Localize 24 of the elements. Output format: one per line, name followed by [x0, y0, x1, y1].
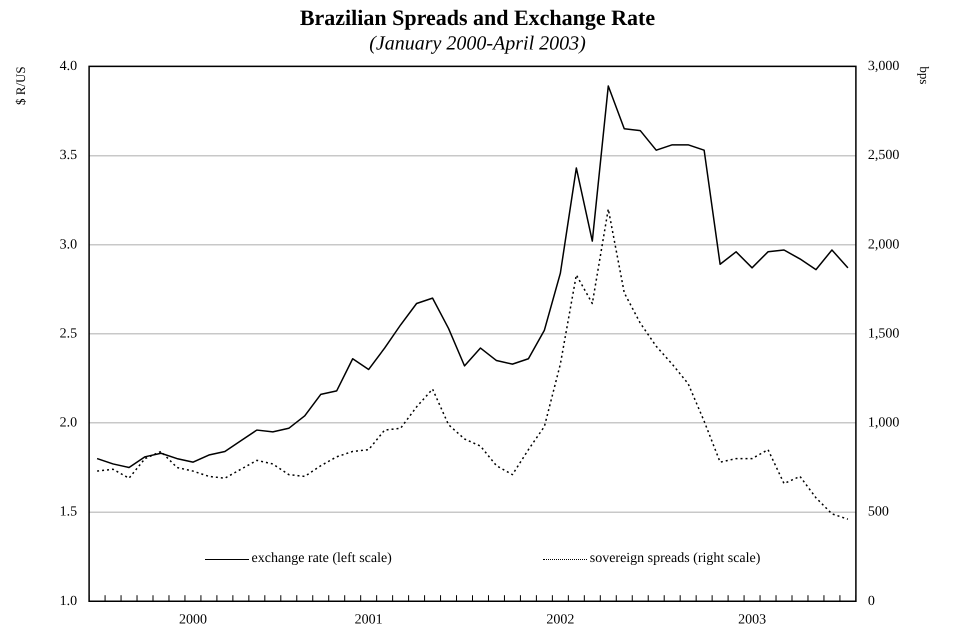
y-tick-label: 3.5 [60, 148, 78, 164]
legend-label: sovereign spreads (right scale) [590, 551, 760, 568]
chart-title: Brazilian Spreads and Exchange Rate [300, 4, 656, 30]
y-tick-label: 2.0 [60, 416, 78, 431]
chart-subtitle: (January 2000-April 2003) [369, 32, 586, 55]
y2-tick-label: 1,500 [868, 326, 900, 342]
y2-tick-label: 3,000 [868, 59, 900, 74]
y-tick-label: 1.0 [60, 594, 78, 609]
x-tick-label: 2001 [354, 612, 383, 628]
y-tick-label: 4.0 [60, 59, 78, 74]
y2-tick-label: 2,000 [868, 237, 900, 252]
y2-tick-label: 0 [868, 594, 875, 609]
x-tick-label: 2003 [738, 612, 766, 628]
y2-axis-title: bps [916, 66, 932, 84]
y-axis-title: $ R/US [13, 66, 28, 106]
legend-label: exchange rate (left scale) [252, 551, 392, 568]
y2-tick-label: 1,000 [868, 416, 900, 431]
y-tick-label: 2.5 [60, 326, 78, 342]
x-tick-label: 2000 [178, 612, 207, 628]
y-tick-label: 1.5 [60, 504, 78, 520]
y2-tick-label: 500 [868, 504, 889, 520]
y2-tick-label: 2,500 [868, 148, 900, 164]
y-tick-label: 3.0 [60, 237, 78, 252]
x-tick-label: 2002 [546, 612, 574, 628]
